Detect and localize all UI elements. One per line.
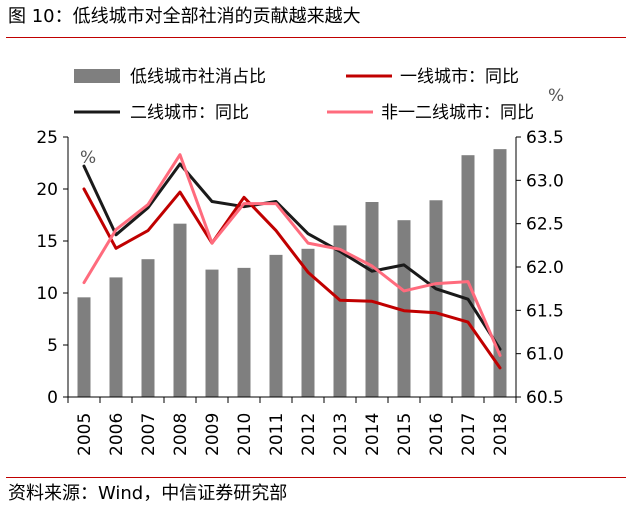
x-tick-label: 2016 — [427, 413, 447, 456]
right-tick-label: 60.5 — [526, 388, 564, 408]
bar — [429, 200, 443, 397]
series-line — [82, 153, 502, 357]
right-tick-label: 61.5 — [526, 301, 564, 321]
x-tick-label: 2012 — [299, 413, 319, 456]
series-line — [82, 187, 502, 370]
bar — [461, 155, 475, 397]
x-tick-label: 2008 — [171, 413, 191, 456]
x-tick-label: 2013 — [331, 413, 351, 456]
legend-label: 一线城市：同比 — [400, 67, 519, 87]
x-tick-label: 2005 — [75, 413, 95, 456]
bar — [237, 267, 251, 397]
right-axis-unit: % — [548, 86, 564, 106]
right-tick-label: 63.5 — [526, 128, 564, 148]
bar — [141, 259, 155, 397]
x-tick-label: 2011 — [267, 413, 287, 456]
left-axis-unit: % — [80, 148, 96, 168]
left-tick-label: 10 — [36, 284, 58, 304]
x-tick-label: 2017 — [459, 413, 479, 456]
legend-swatch-bar — [74, 69, 120, 83]
x-tick-label: 2006 — [107, 413, 127, 456]
bar — [493, 149, 507, 397]
bar — [365, 202, 379, 397]
x-tick-label: 2018 — [491, 413, 511, 456]
right-tick-label: 61.0 — [526, 345, 564, 365]
x-tick-label: 2007 — [139, 413, 159, 456]
left-tick-label: 15 — [36, 232, 58, 252]
left-tick-label: 5 — [47, 336, 58, 356]
x-tick-label: 2010 — [235, 413, 255, 456]
legend-label: 二线城市：同比 — [130, 103, 249, 123]
left-tick-label: 20 — [36, 180, 58, 200]
source-note: 资料来源：Wind，中信证券研究部 — [8, 483, 288, 504]
bar — [109, 277, 123, 397]
bar — [269, 254, 283, 397]
left-tick-label: 25 — [36, 128, 58, 148]
bar — [333, 225, 347, 397]
x-tick-label: 2015 — [395, 413, 415, 456]
bottom-rule — [6, 477, 626, 478]
legend-label: 低线城市社消占比 — [130, 67, 266, 87]
x-tick-label: 2014 — [363, 413, 383, 456]
top-rule — [6, 37, 626, 38]
legend-label: 非一二线城市：同比 — [381, 103, 534, 123]
bar — [205, 269, 219, 397]
x-tick-label: 2009 — [203, 413, 223, 456]
bar — [173, 223, 187, 397]
right-tick-label: 62.5 — [526, 215, 564, 235]
right-tick-label: 62.0 — [526, 258, 564, 278]
right-tick-label: 63.0 — [526, 171, 564, 191]
left-tick-label: 0 — [47, 388, 58, 408]
bar — [77, 297, 91, 397]
chart-title: 图 10：低线城市对全部社消的贡献越来越大 — [8, 6, 361, 27]
bar — [301, 248, 315, 397]
